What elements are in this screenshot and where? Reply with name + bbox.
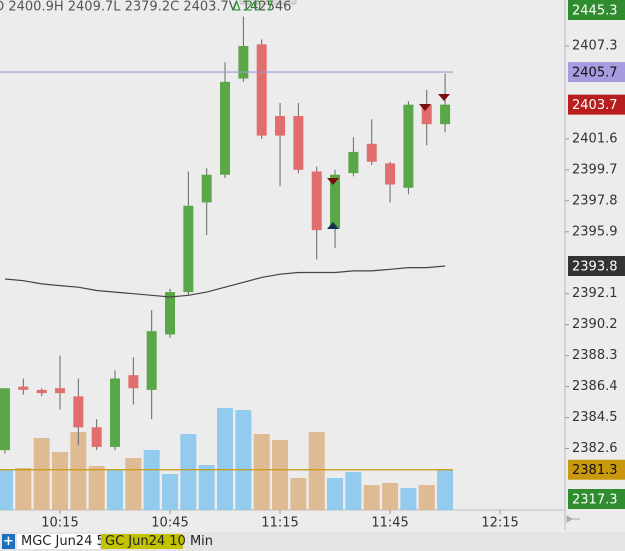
candle-body — [366, 143, 377, 162]
buy-signal — [327, 222, 339, 229]
candle-body — [201, 174, 212, 203]
volume-bar — [437, 470, 454, 510]
candle-body — [403, 104, 414, 188]
volume-bar — [51, 452, 68, 510]
pinned-box — [568, 489, 625, 509]
candle-body — [293, 116, 304, 170]
level-label: 2393.8 — [572, 260, 618, 275]
y-tick-label: 2384.5 — [572, 410, 618, 425]
candle-body — [128, 375, 139, 389]
y-tick-label: 2388.3 — [572, 348, 618, 363]
level-label: 2381.3 — [572, 463, 618, 478]
legend-label: GC Jun24 10 Min — [105, 534, 213, 549]
candle-body — [275, 116, 286, 136]
legend-item[interactable] — [101, 534, 183, 549]
volume-bar — [382, 483, 399, 510]
volume-bar — [198, 465, 215, 510]
candle-body — [330, 174, 341, 229]
x-tick-label: 11:45 — [371, 516, 408, 531]
candle-body — [421, 104, 432, 125]
volume-bar — [0, 470, 13, 510]
y-tick-label: 2407.3 — [572, 38, 618, 53]
volume-bar — [363, 485, 380, 510]
candle-body — [440, 104, 451, 125]
candle-body — [183, 205, 194, 293]
y-tick-label: 2397.8 — [572, 193, 618, 208]
sell-signal — [438, 94, 450, 101]
y-tick-label: 2392.1 — [572, 286, 618, 301]
candle-body — [385, 163, 396, 185]
x-tick-label: 12:15 — [481, 516, 518, 531]
candle-body — [256, 44, 267, 136]
candle-body — [73, 396, 84, 428]
volume-bar — [400, 488, 417, 510]
volume-bar — [143, 450, 160, 510]
pinned-label: 2317.3 — [572, 493, 618, 508]
header-box — [239, 0, 297, 5]
volume-bar — [107, 470, 124, 510]
candle-body — [220, 81, 231, 175]
candle-body — [238, 45, 249, 79]
x-tick-label: 10:15 — [41, 516, 78, 531]
volume-bar — [88, 466, 105, 510]
header-ohlcv: O 2400.9H 2409.7L 2379.2C 2403.7V 142546 — [0, 0, 291, 15]
level-label: 2405.7 — [572, 66, 618, 81]
x-tick-label: 10:45 — [151, 516, 188, 531]
volume-bar — [308, 432, 325, 510]
candle-body — [91, 427, 102, 447]
candle-body — [0, 388, 10, 451]
y-tick-label: 2399.7 — [572, 162, 618, 177]
header-change: ∆ 20.7 — [231, 0, 274, 15]
volume-bar — [70, 432, 87, 510]
moving-average — [4, 265, 446, 298]
volume-bar — [33, 438, 50, 510]
y-tick-label: 2401.6 — [572, 131, 618, 146]
volume-bar — [327, 478, 344, 510]
level-box — [568, 459, 625, 480]
candle-body — [54, 388, 65, 394]
y-tick-label: 2386.4 — [572, 379, 618, 394]
volume-bar — [125, 458, 142, 510]
candle-body — [348, 151, 359, 174]
volume-bar — [162, 474, 179, 510]
volume-bar — [253, 434, 270, 510]
volume-bar — [217, 408, 234, 510]
sell-signal — [419, 104, 431, 111]
candle-body — [36, 389, 47, 394]
sell-signal — [327, 178, 339, 185]
add-icon: + — [3, 534, 14, 549]
level-box — [568, 256, 625, 277]
pinned-box — [568, 0, 625, 20]
volume-bar — [272, 440, 289, 510]
add-button[interactable] — [2, 534, 15, 549]
volume-bar — [180, 434, 197, 510]
candle-body — [311, 171, 322, 231]
scroll-icon[interactable] — [566, 515, 580, 523]
candle-body — [165, 292, 176, 335]
volume-bar — [345, 472, 362, 510]
volume-bar — [290, 478, 307, 510]
legend-item[interactable] — [17, 534, 99, 549]
pinned-label: 2445.3 — [572, 4, 618, 19]
level-box — [568, 94, 625, 115]
x-tick-label: 11:15 — [261, 516, 298, 531]
volume-bar — [235, 410, 252, 510]
y-tick-label: 2390.2 — [572, 317, 618, 332]
candle-body — [110, 378, 121, 447]
level-box — [568, 62, 625, 83]
volume-bar — [418, 485, 435, 510]
y-tick-label: 2382.6 — [572, 441, 618, 456]
volume-bar — [15, 468, 32, 510]
y-tick-label: 2395.9 — [572, 224, 618, 239]
candle-body — [146, 331, 157, 390]
candle-body — [18, 386, 29, 390]
level-label: 2403.7 — [572, 98, 618, 113]
